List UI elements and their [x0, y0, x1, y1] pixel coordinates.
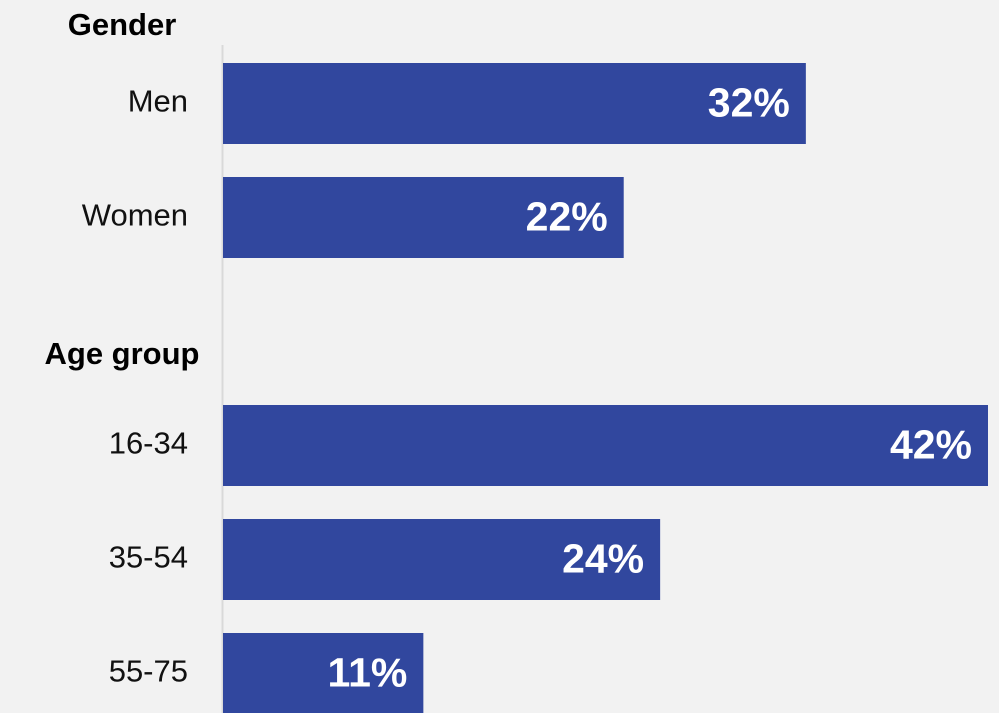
value-label: 22% — [526, 193, 608, 239]
value-label: 11% — [328, 649, 408, 695]
value-label: 24% — [562, 535, 644, 581]
bar — [223, 177, 624, 258]
value-label: 32% — [708, 79, 790, 125]
group-header: Age group — [45, 336, 200, 371]
bar — [223, 63, 806, 144]
group-header: Gender — [68, 7, 177, 42]
bar — [223, 633, 424, 713]
category-label: Women — [82, 198, 188, 233]
category-label: 55-75 — [109, 654, 188, 689]
value-label: 42% — [890, 421, 972, 467]
category-label: 16-34 — [109, 426, 188, 461]
category-label: 35-54 — [109, 540, 188, 575]
category-label: Men — [128, 84, 188, 119]
bar — [223, 519, 661, 600]
bar — [223, 405, 988, 486]
